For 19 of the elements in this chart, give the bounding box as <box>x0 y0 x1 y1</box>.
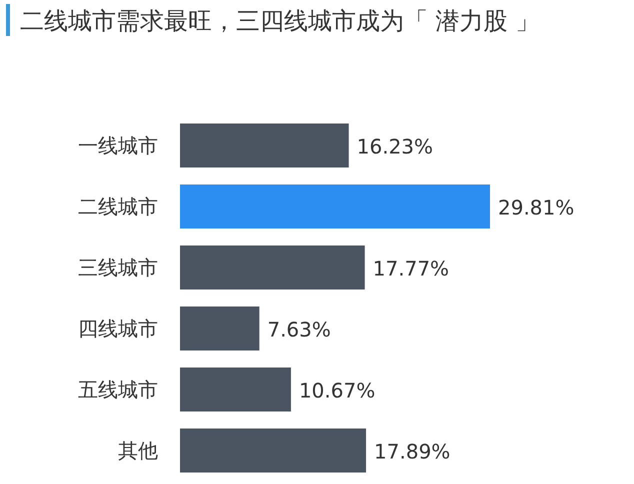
y-tick-label: 五线城市 <box>78 378 158 402</box>
data-label: 17.77% <box>372 256 450 280</box>
data-label: 7.63% <box>267 318 331 342</box>
bar <box>180 306 260 350</box>
y-tick-label: 三线城市 <box>78 256 158 280</box>
y-tick-label: 一线城市 <box>78 134 158 158</box>
y-tick-label: 四线城市 <box>78 316 158 340</box>
bar <box>180 368 291 412</box>
data-label: 16.23% <box>356 134 434 158</box>
data-label: 10.67% <box>298 378 376 402</box>
data-label: 17.89% <box>374 440 450 464</box>
y-tick-label: 二线城市 <box>78 194 158 218</box>
bar <box>180 184 490 228</box>
data-label: 29.81% <box>498 196 574 220</box>
bar <box>180 428 366 472</box>
y-tick-label: 其他 <box>118 438 158 462</box>
chart-title: 二线城市需求最旺，三四线城市成为「 潜力股 」 <box>20 7 540 35</box>
bar <box>180 246 365 290</box>
bar <box>180 124 349 168</box>
